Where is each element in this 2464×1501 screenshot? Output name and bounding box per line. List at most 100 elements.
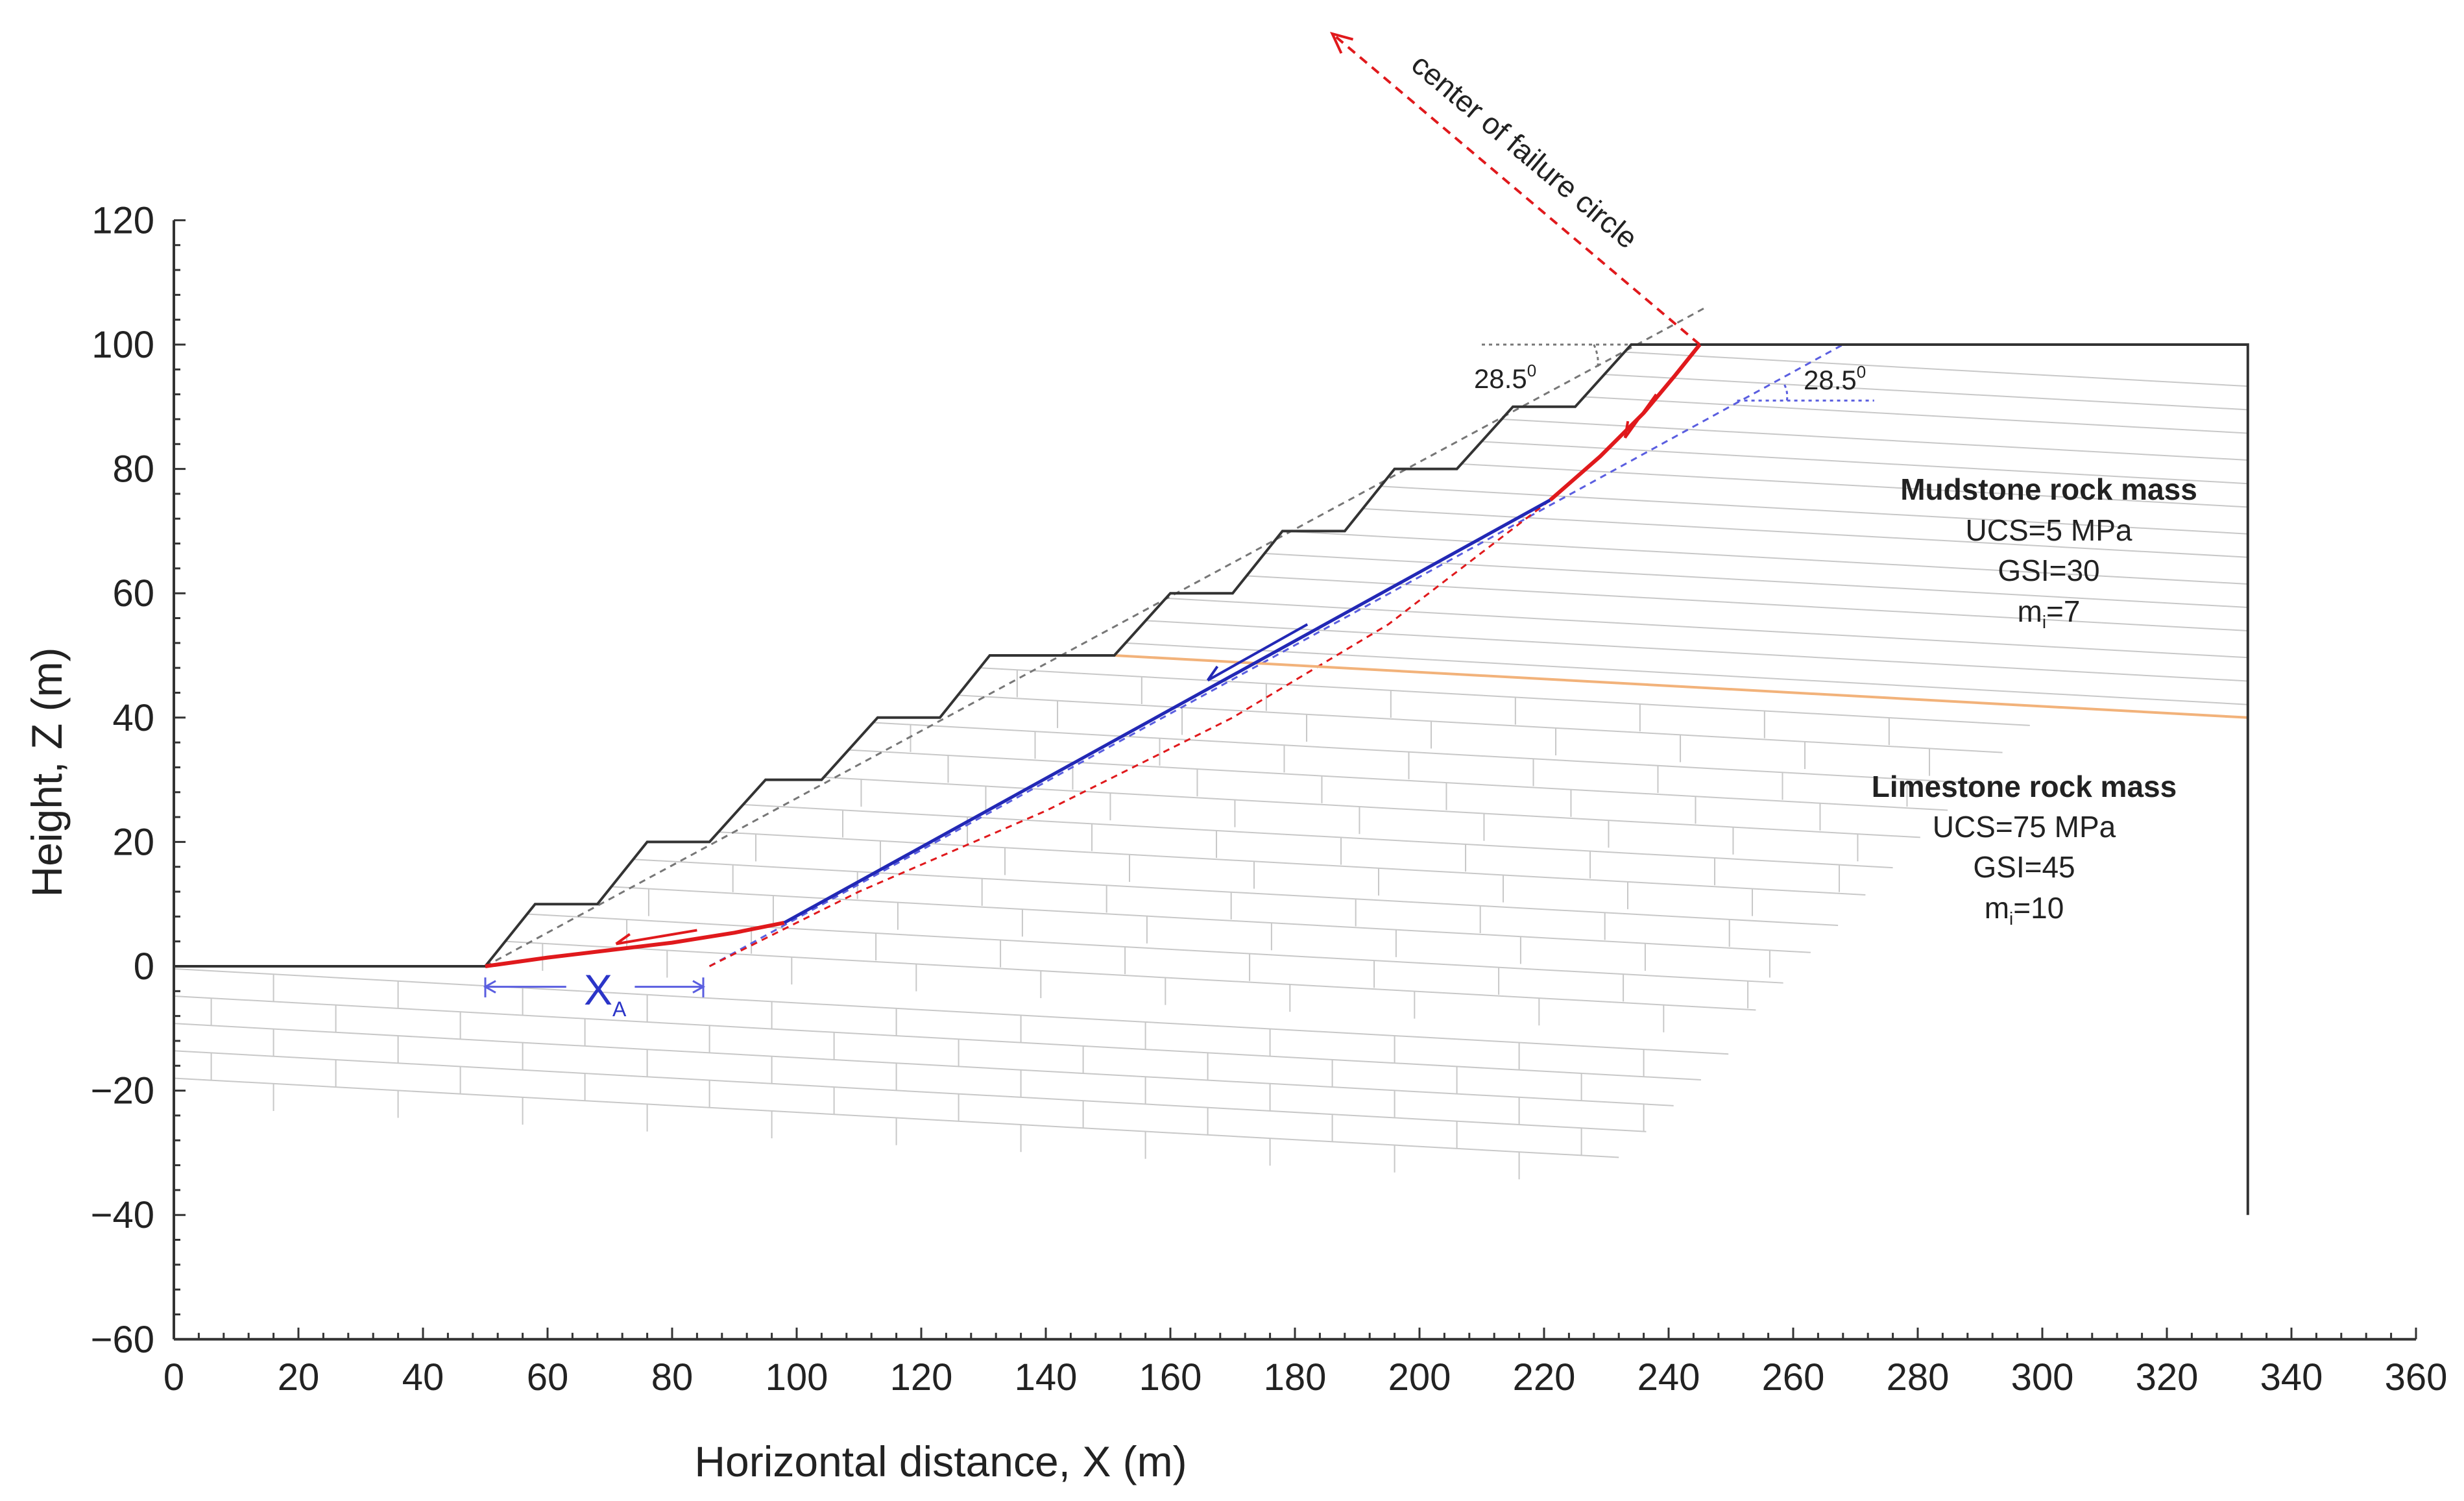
- mudstone-mi-value: =7: [2046, 594, 2080, 628]
- x-tick-label: 260: [1762, 1356, 1825, 1398]
- y-tick-label: 60: [112, 572, 154, 615]
- limestone-bedding-line: [873, 722, 1975, 784]
- x-axis-title: Horizontal distance, X (m): [694, 1437, 1187, 1485]
- limestone-ucs: UCS=75 MPa: [1933, 810, 2116, 844]
- limestone-bedding-line: [743, 803, 1893, 869]
- limestone-bedding-line: [173, 1077, 1619, 1158]
- mudstone-bedding-line: [1461, 463, 2248, 508]
- limestone-bedding-line: [633, 859, 1839, 927]
- limestone-bedding-line: [527, 913, 1783, 984]
- x-tick-label: 320: [2136, 1356, 2199, 1398]
- diagram-lines: [174, 31, 2249, 1215]
- angle-label-right: 28.50: [1804, 362, 1866, 395]
- y-tick-label: 40: [112, 697, 154, 739]
- failure-planar-segment: [783, 498, 1551, 925]
- x-tick-label: 220: [1513, 1356, 1576, 1398]
- xa-left-arrowhead: [483, 980, 496, 994]
- x-tick-label: 300: [2011, 1356, 2074, 1398]
- x-tick-label: 340: [2260, 1356, 2323, 1398]
- mudstone-bedding-line: [1166, 597, 2248, 659]
- mudstone-bedding-line: [1362, 507, 2248, 558]
- limestone-bedding-line: [173, 968, 1729, 1055]
- slide-arrow-planar-head: [1206, 665, 1219, 681]
- x-tick-label: 160: [1139, 1356, 1202, 1398]
- mudstone-bedding-line: [1584, 396, 2248, 434]
- x-tick-label: 180: [1264, 1356, 1327, 1398]
- y-tick-label: −40: [91, 1194, 154, 1236]
- limestone-label-block: Limestone rock mass UCS=75 MPa GSI=45 mi…: [1872, 770, 2177, 929]
- limestone-bedding-line: [505, 940, 1756, 1011]
- axes: 0 20 40 60 80 100 120 140 160 180 200 220 240 260 280 3…: [91, 199, 2448, 1398]
- limestone-mi-sub: i: [2009, 909, 2013, 929]
- y-tick-label: −20: [91, 1070, 154, 1112]
- limestone-bedding-line: [718, 831, 1866, 896]
- x-tick-label: 100: [766, 1356, 828, 1398]
- slide-arrow-planar: [1207, 623, 1309, 682]
- limestone-mi-value: =10: [2013, 891, 2064, 925]
- mudstone-mi-sub: i: [2042, 612, 2046, 632]
- failure-circle-dashed-arc: [708, 499, 1551, 968]
- x-tick-label: 280: [1887, 1356, 1950, 1398]
- center-direction-dashed-line: [1331, 32, 1701, 346]
- mudstone-bedding-line: [1604, 373, 2248, 411]
- limestone-mi: mi=10: [1985, 891, 2064, 929]
- angle-arc-left: [1593, 344, 1599, 367]
- limestone-bedding-line: [173, 1050, 1647, 1132]
- center-direction-arrowhead: [1329, 31, 1354, 54]
- mudstone-label-block: Mudstone rock mass UCS=5 MPa GSI=30 mi=7: [1900, 472, 2197, 632]
- mudstone-bedding-line: [1125, 642, 2248, 705]
- bedding-planes: [173, 351, 2248, 1180]
- angle-label-left: 28.50: [1474, 361, 1536, 394]
- layer-boundary-line: [1114, 654, 2248, 719]
- limestone-bedding-line: [173, 995, 1701, 1081]
- angle-arc-right: [1782, 382, 1789, 401]
- limestone-title: Limestone rock mass: [1872, 770, 2177, 803]
- limestone-bedding-line: [611, 886, 1811, 953]
- limestone-mi-letter: m: [1985, 891, 2009, 925]
- mudstone-mi-letter: m: [2017, 594, 2042, 628]
- limestone-bedding-line: [823, 776, 1920, 838]
- y-tick-label: 120: [91, 199, 154, 241]
- blue-dashed-reference-line: [708, 343, 1844, 968]
- x-tick-label: 80: [651, 1356, 694, 1398]
- overall-slope-dashed-line: [485, 306, 1707, 968]
- x-tick-label: 120: [890, 1356, 953, 1398]
- mudstone-bedding-line: [1282, 530, 2248, 585]
- x-tick-label: 0: [163, 1356, 184, 1398]
- mudstone-bedding-line: [1264, 552, 2248, 608]
- slide-arrow-crest: [1624, 393, 1658, 439]
- xa-right-arrowhead: [692, 980, 706, 994]
- limestone-bedding-line: [848, 749, 1948, 811]
- x-tick-label: 140: [1015, 1356, 1078, 1398]
- angle-right-degree: 0: [1857, 362, 1866, 382]
- slope-profile-line: [174, 343, 2249, 1215]
- y-axis-title: Height, Z (m): [23, 647, 71, 897]
- limestone-bedding-line: [173, 1023, 1674, 1106]
- mudstone-bedding-line: [1246, 575, 2248, 631]
- y-tick-label: −60: [91, 1319, 154, 1361]
- x-tick-label: 200: [1388, 1356, 1451, 1398]
- mudstone-ucs: UCS=5 MPa: [1966, 513, 2132, 547]
- xa-main: X: [584, 966, 612, 1014]
- angle-left-value: 28.5: [1474, 363, 1527, 394]
- x-tick-label: 360: [2385, 1356, 2448, 1398]
- y-tick-label: 0: [134, 946, 154, 988]
- mudstone-mi: mi=7: [2017, 594, 2080, 632]
- mudstone-bedding-line: [1624, 351, 2248, 387]
- limestone-bedding-line: [958, 694, 2003, 753]
- angle-right-value: 28.5: [1804, 365, 1857, 395]
- slide-arrow-crest-head: [1623, 421, 1630, 439]
- mudstone-bedding-line: [1145, 620, 2248, 682]
- limestone-gsi: GSI=45: [1973, 850, 2075, 884]
- mudstone-bedding-line: [1381, 485, 2248, 535]
- mudstone-gsi: GSI=30: [1998, 554, 2099, 587]
- x-tick-label: 20: [278, 1356, 320, 1398]
- center-of-failure-circle-label: center of failure circle: [1405, 47, 1644, 255]
- y-tick-label: 100: [91, 324, 154, 366]
- xa-subscript: A: [612, 997, 627, 1021]
- mudstone-bedding-line: [1501, 418, 2248, 461]
- failure-toe-arc: [485, 920, 785, 968]
- angle-left-degree: 0: [1527, 361, 1536, 380]
- x-tick-label: 40: [402, 1356, 444, 1398]
